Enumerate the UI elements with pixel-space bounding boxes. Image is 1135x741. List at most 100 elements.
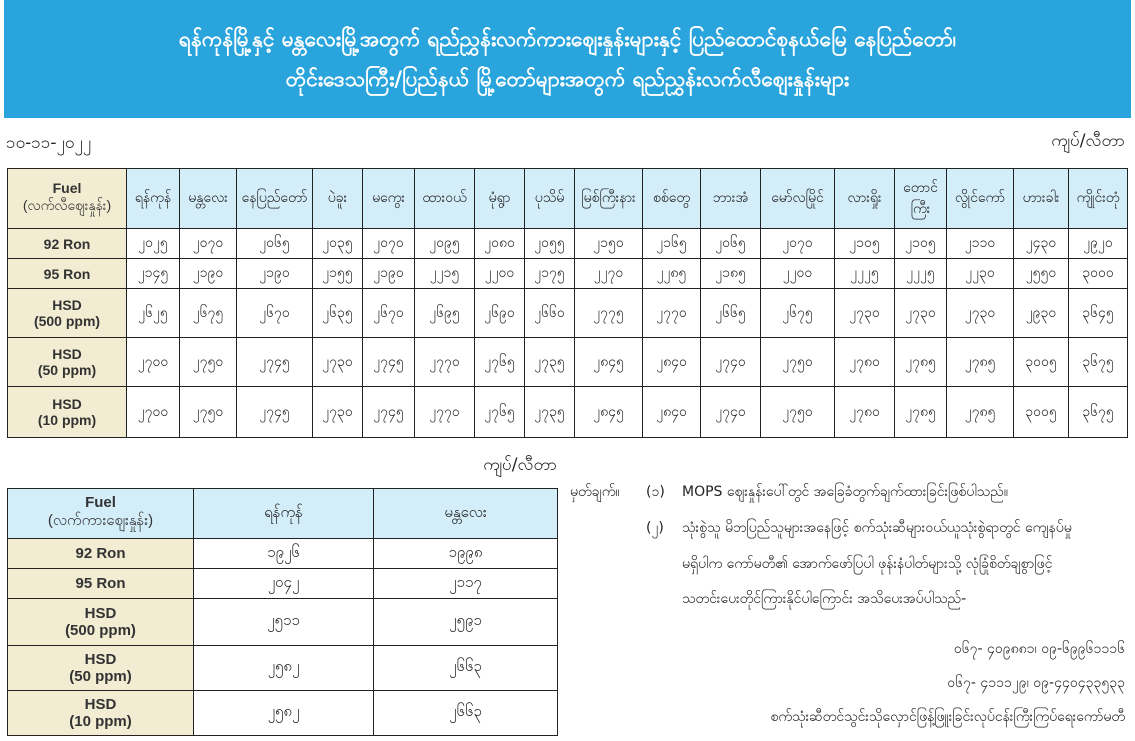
price-cell: ၂၁၉၀ xyxy=(179,258,237,289)
price-cell: ၂၁၅၅ xyxy=(312,258,363,289)
price-cell: ၂၇၈၅ xyxy=(946,386,1014,438)
price-cell: ၂၂၂၅ xyxy=(894,258,947,289)
price-cell: ၂၁၉၀ xyxy=(236,258,313,289)
header-row: Fuel (လက်ကားဈေးနှုန်း) ရန်ကုန် မန္တလေး xyxy=(7,488,558,539)
city-header: ကျိုင်းတုံ xyxy=(1068,168,1128,229)
price-cell: ၂၇၆၅ xyxy=(474,337,525,387)
table-row: HSD (10 ppm) ၂၇၀၀ ၂၇၅၀ ၂၇၄၅ ၂၇၃၀ ၂၇၄၅ ၂၇၇၀ ၂၇၆၅၂… xyxy=(7,386,1128,438)
price-cell: ၂၆၉၀ xyxy=(474,288,525,338)
price-cell: ၂၀၂၅ xyxy=(126,228,180,259)
price-cell: ၂၈၄၀ xyxy=(642,386,701,438)
fuel-type-cell: HSD (500 ppm) xyxy=(7,598,194,646)
notes-label: မှတ်ချက်။ xyxy=(570,484,620,500)
price-cell: ၂၂၃၀ xyxy=(946,258,1014,289)
price-cell: ၂၆၆၅ xyxy=(700,288,761,338)
price-cell: ၂၅၅၀ xyxy=(1013,258,1069,289)
city-header: မော်လမြိုင် xyxy=(760,168,835,229)
price-cell: ၂၂၀၀ xyxy=(474,258,525,289)
price-cell: ၂၆၆၀ xyxy=(524,288,575,338)
price-cell: ၂၇၇၀ xyxy=(414,337,475,387)
price-cell: ၂၇၄၅ xyxy=(362,337,415,387)
price-cell: ၂၂၀၀ xyxy=(760,258,835,289)
city-header: စစ်တွေ xyxy=(642,168,701,229)
table-row: 95 Ron ၂၁၄၅ ၂၁၉၀ ၂၁၉၀ ၂၁၅၅ ၂၁၉၀ ၂၂၁၅ ၂၂၀၀ ၂၁၇၅ ၂၂… xyxy=(7,258,1128,289)
fuel-type-text: 95 Ron xyxy=(43,265,91,282)
price-cell: ၃၀၀၅ xyxy=(1013,386,1069,438)
fuel-header-cell: Fuel (လက်လီဈေးနှုန်း) xyxy=(7,168,127,229)
price-cell: ၂၇၃၀ xyxy=(312,337,363,387)
price-cell: ၂၇၃၀ xyxy=(834,288,895,338)
price-cell: ၂၆၆၃ xyxy=(373,645,558,691)
price-cell: ၂၁၄၅ xyxy=(126,258,180,289)
price-cell: ၂၇၄၀ xyxy=(700,337,761,387)
price-cell: ၂၂၈၅ xyxy=(642,258,701,289)
price-cell: ၂၀၇၀ xyxy=(760,228,835,259)
price-cell: ၂၆၂၅ xyxy=(126,288,180,338)
price-cell: ၂၅၁၁ xyxy=(193,598,374,646)
retail-price-table: Fuel (လက်လီဈေးနှုန်း) ရန်ကုန် မန္တလေး နေပြည်… xyxy=(7,168,1128,438)
price-cell: ၂၅၉၁ xyxy=(373,598,558,646)
price-cell: ၂၇၄၅ xyxy=(362,386,415,438)
fuel-header-text: Fuel xyxy=(52,180,82,196)
title-line-1: ရန်ကုန်မြို့နှင့် မန္တလေးမြို့အတွက် ရည်ည… xyxy=(178,27,957,51)
price-cell: ၂၅၈၂ xyxy=(193,690,374,736)
phone-line-2: ၀၆၇- ၄၁၁၁၂၉၊ ၀၉-၄၄၀၄၃၃၅၃၃ xyxy=(947,675,1125,691)
price-cell: ၂၇၈၅ xyxy=(894,386,947,438)
price-cell: ၃၀၀၅ xyxy=(1013,337,1069,387)
price-cell: ၂၂၂၅ xyxy=(834,258,895,289)
price-cell: ၂၈၄၅ xyxy=(574,386,643,438)
price-cell: ၂၇၇၀ xyxy=(414,386,475,438)
city-header: မန္တလေး xyxy=(179,168,237,229)
price-cell: ၂၁၀၅ xyxy=(894,228,947,259)
city-header: ပဲခူး xyxy=(312,168,363,229)
title-banner: ရန်ကုန်မြို့နှင့် မန္တလေးမြို့အတွက် ရည်ည… xyxy=(4,0,1131,118)
city-header: မန္တလေး xyxy=(373,488,558,539)
fuel-type-text: (50 ppm) xyxy=(69,668,132,685)
fuel-type-text: HSD xyxy=(84,651,117,668)
price-cell: ၂၁၁၀ xyxy=(946,228,1014,259)
table-row: HSD (50 ppm) ၂၇၀၀ ၂၇၅၀ ၂၇၄၅ ၂၇၃၀ ၂၇၄၅ ၂၇၇၀ ၂၇၆၅၂… xyxy=(7,337,1128,387)
price-cell: ၂၁၆၅ xyxy=(642,228,701,259)
phone-line-1: ၀၆၇- ၄၀၉၈၈၁၊ ၀၉-၆၉၉၆၁၁၁၆ xyxy=(953,641,1125,657)
city-header: တောင်ကြီး xyxy=(894,168,947,229)
city-header: မုံရွာ xyxy=(474,168,525,229)
header-row: Fuel (လက်လီဈေးနှုန်း) ရန်ကုန် မန္တလေး နေပြည်… xyxy=(7,168,1128,229)
price-cell: ၂၀၉၅ xyxy=(414,228,475,259)
price-cell: ၂၀၆၅ xyxy=(236,228,313,259)
note-2-line-3: သတင်းပေးတိုင်ကြားနိုင်ပါကြောင်း အသိပေးအပ… xyxy=(682,591,967,607)
fuel-type-text: (500 ppm) xyxy=(65,622,136,639)
fuel-type-cell: 95 Ron xyxy=(7,568,194,599)
price-cell: ၂၀၇၀ xyxy=(179,228,237,259)
table-row: HSD (10 ppm) ၂၅၈၂ ၂၆၆၃ xyxy=(7,690,558,736)
price-cell: ၂၁၉၀ xyxy=(362,258,415,289)
price-cell: ၂၇၅၀ xyxy=(179,386,237,438)
price-cell: ၂၉၃၀ xyxy=(1013,288,1069,338)
note-2-number: (၂) xyxy=(646,520,664,536)
price-cell: ၃၆၇၅ xyxy=(1068,386,1128,438)
table-row: 92 Ron ၁၉၂၆ ၁၉၉၈ xyxy=(7,538,558,569)
price-cell: ၂၆၆၃ xyxy=(373,690,558,736)
fuel-type-cell: HSD (50 ppm) xyxy=(7,645,194,691)
price-cell: ၂၇၇၀ xyxy=(642,288,701,338)
price-cell: ၂၁၁၇ xyxy=(373,568,558,599)
price-cell: ၂၆၇၀ xyxy=(362,288,415,338)
fuel-header-text: (လက်လီဈေးနှုန်း) xyxy=(22,197,112,213)
fuel-type-text: HSD xyxy=(52,396,82,412)
price-cell: ၂၇၅၀ xyxy=(760,337,835,387)
price-cell: ၂၈၄၅ xyxy=(574,337,643,387)
price-cell: ၃၆၇၅ xyxy=(1068,337,1128,387)
price-cell: ၂၅၈၂ xyxy=(193,645,374,691)
unit-label: ကျပ်/လီတာ xyxy=(1051,131,1125,151)
price-cell: ၂၇၃၅ xyxy=(524,337,575,387)
table-row: HSD (50 ppm) ၂၅၈၂ ၂၆၆၃ xyxy=(7,645,558,691)
city-header: ပုသိမ် xyxy=(524,168,575,229)
price-cell: ၂၄၃၀ xyxy=(1013,228,1069,259)
price-cell: ၂၂၇၀ xyxy=(574,258,643,289)
note-2-line-1: သုံးစွဲသူ မိဘပြည်သူများအနေဖြင့် စက်သုံးဆ… xyxy=(682,520,1072,536)
city-header: ထားဝယ် xyxy=(414,168,475,229)
price-cell: ၂၆၉၅ xyxy=(414,288,475,338)
fuel-type-cell: HSD (10 ppm) xyxy=(7,386,127,438)
committee-name: စက်သုံးဆီတင်သွင်းသိုလှောင်ဖြန့်ဖြူးခြင်း… xyxy=(770,709,1125,725)
fuel-header-cell: Fuel (လက်ကားဈေးနှုန်း) xyxy=(7,488,194,539)
price-cell: ၂၇၈၀ xyxy=(834,337,895,387)
